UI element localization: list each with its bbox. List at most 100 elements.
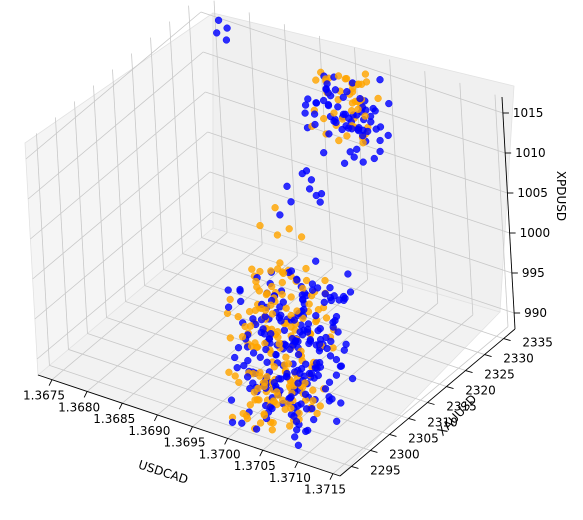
point-orange (343, 132, 351, 140)
point-orange (268, 282, 276, 291)
point-blue (233, 364, 241, 372)
axes: 1.36751.36801.36851.36901.36951.37001.37… (23, 96, 553, 497)
data-points (213, 16, 393, 449)
point-orange (269, 397, 278, 405)
z-axis-label: XPDUSD (554, 171, 568, 221)
point-blue (283, 373, 291, 381)
point-blue (337, 399, 345, 407)
point-blue (296, 328, 304, 336)
point-orange (297, 233, 306, 241)
x-tick (153, 414, 158, 422)
point-orange (299, 284, 307, 293)
y-tick-label: 2330 (503, 352, 534, 366)
point-blue (304, 320, 313, 328)
point-orange (313, 409, 321, 418)
point-blue (268, 404, 276, 413)
point-orange (314, 306, 323, 314)
point-blue (283, 182, 291, 190)
point-orange (278, 278, 286, 287)
point-blue (224, 303, 233, 311)
point-orange (250, 388, 258, 396)
point-blue (324, 100, 332, 109)
point-blue (312, 99, 320, 107)
point-blue (344, 270, 352, 278)
point-blue (326, 352, 335, 360)
point-blue (327, 337, 335, 346)
point-orange (248, 265, 256, 273)
point-blue (305, 185, 314, 193)
point-orange (245, 307, 254, 316)
point-blue (325, 393, 333, 401)
x-tick (329, 473, 334, 480)
y-tick (389, 434, 397, 437)
point-blue (257, 328, 265, 337)
x-tick (189, 426, 193, 433)
point-orange (282, 304, 290, 312)
point-blue (350, 153, 358, 161)
point-orange (354, 80, 363, 88)
y-grid-left (131, 53, 145, 286)
point-blue (334, 328, 342, 336)
y-tick-label: 2305 (408, 431, 439, 445)
x-tick-label: 1.3680 (58, 400, 100, 414)
point-blue (302, 360, 310, 368)
point-orange (246, 322, 255, 330)
point-blue (353, 145, 361, 153)
point-blue (243, 373, 252, 381)
point-blue (277, 317, 285, 325)
point-orange (274, 265, 282, 273)
x-grid-back (248, 12, 263, 245)
point-blue (354, 125, 362, 133)
point-orange (247, 342, 256, 350)
point-orange (246, 401, 254, 409)
x-axis-line (37, 374, 341, 477)
z-tick-label: 995 (522, 266, 545, 280)
point-orange (374, 94, 382, 103)
point-orange (286, 422, 294, 430)
point-orange (279, 269, 288, 278)
point-blue (262, 345, 270, 354)
y-grid-left (112, 69, 126, 302)
x-tick-label: 1.3685 (93, 412, 135, 426)
point-orange (260, 411, 269, 419)
point-blue (294, 379, 302, 387)
point-orange (362, 78, 371, 86)
y-tick (484, 354, 492, 357)
point-orange (341, 75, 349, 83)
point-orange (270, 363, 278, 371)
point-blue (231, 353, 239, 362)
y-tick (351, 465, 359, 469)
point-orange (287, 293, 295, 301)
point-orange (293, 307, 301, 315)
point-blue (299, 296, 307, 304)
point-blue (321, 290, 329, 298)
point-blue (317, 190, 326, 198)
point-orange (321, 276, 329, 285)
point-blue (306, 337, 315, 345)
point-blue (343, 88, 351, 96)
point-blue (332, 312, 341, 321)
point-orange (354, 105, 362, 113)
point-blue (279, 298, 287, 306)
point-blue (320, 149, 328, 157)
point-orange (256, 221, 264, 230)
point-blue (293, 276, 301, 284)
point-blue (326, 284, 334, 292)
point-blue (223, 24, 231, 32)
point-orange (309, 386, 317, 394)
y-grid-floor (49, 365, 352, 467)
z-grid-left (36, 211, 213, 360)
point-blue (334, 103, 342, 111)
point-blue (359, 132, 367, 140)
y-grid-left (188, 5, 202, 238)
x-tick-label: 1.3675 (23, 389, 65, 403)
point-blue (332, 371, 341, 379)
z-tick-label: 1000 (520, 226, 551, 240)
point-blue (325, 378, 334, 386)
z-grid-left (30, 91, 206, 240)
x-tick (224, 438, 229, 445)
point-blue (304, 95, 312, 103)
x-grid-back (213, 0, 228, 233)
x-tick (294, 461, 299, 469)
point-blue (244, 356, 252, 365)
